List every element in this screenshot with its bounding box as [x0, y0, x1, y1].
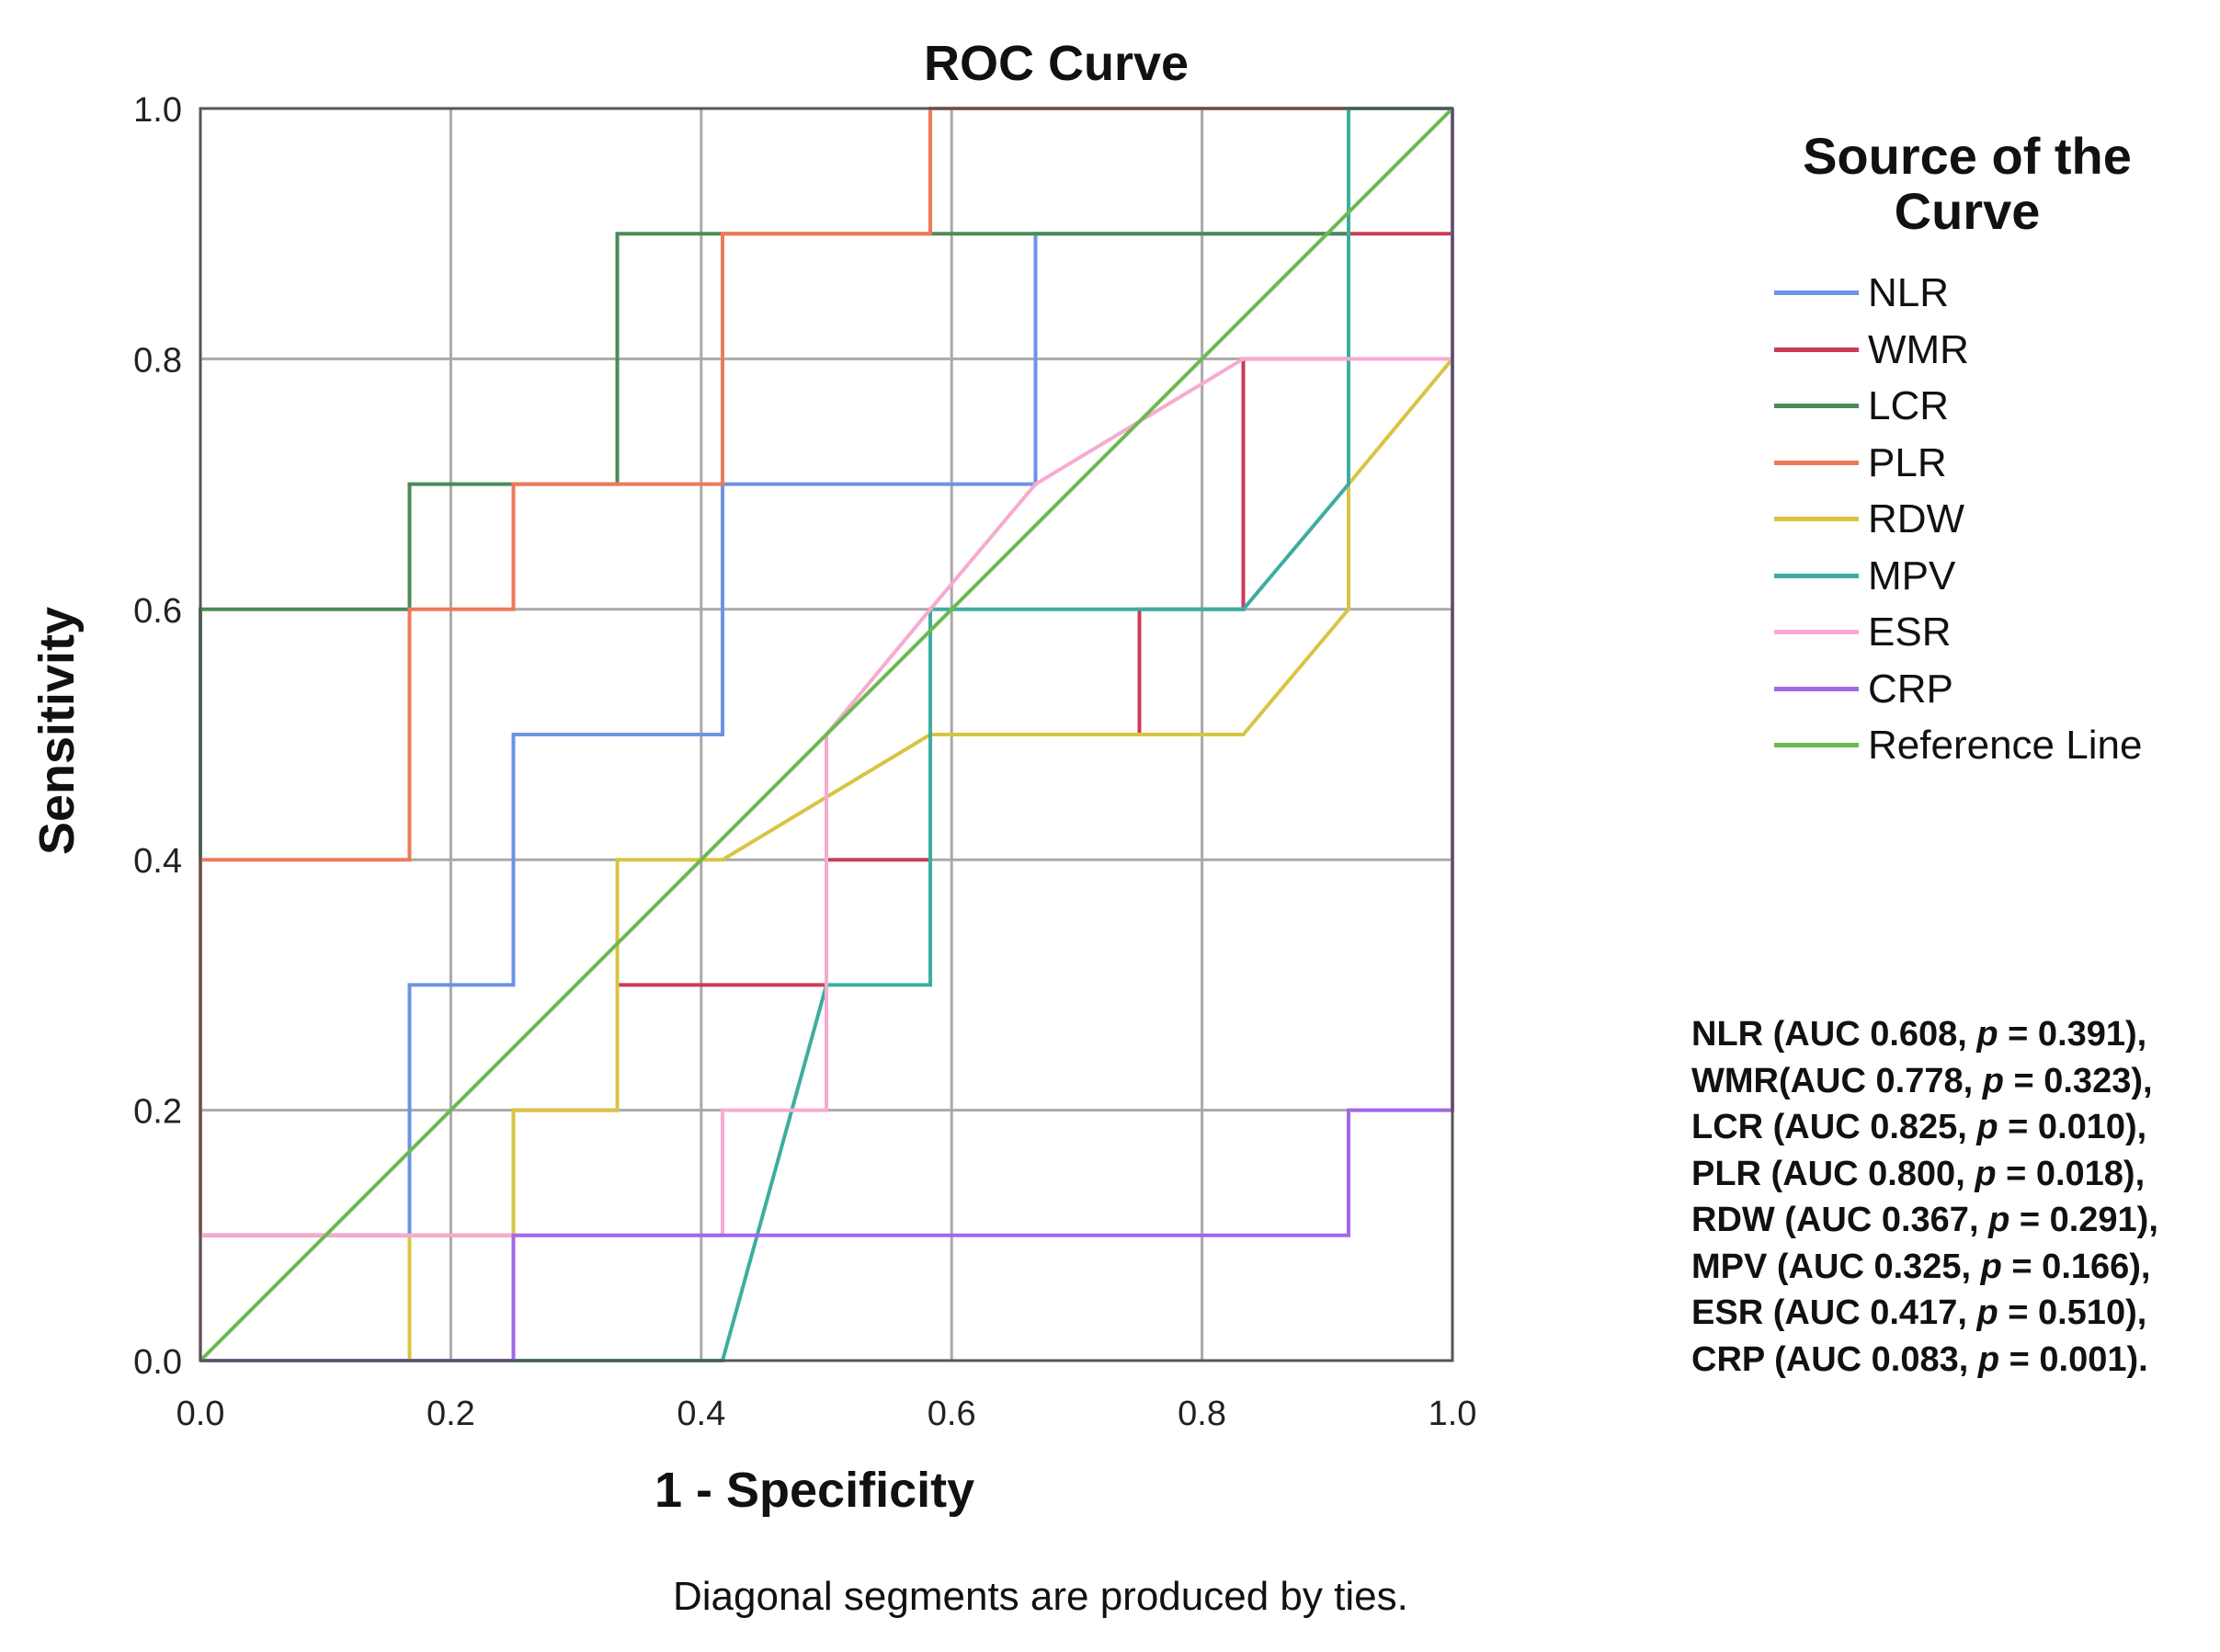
legend-title: Source of the Curve — [1803, 127, 2132, 240]
legend-label: NLR — [1868, 270, 1950, 315]
roc-curves — [199, 107, 1454, 1362]
auc-line: WMR(AUC 0.778, p = 0.323), — [1691, 1061, 2153, 1100]
x-tick-label-2: 0.4 — [677, 1395, 725, 1433]
y-tick-label-3: 0.6 — [133, 592, 182, 631]
legend-label: CRP — [1868, 666, 1953, 712]
legend-swatch — [1774, 630, 1859, 634]
legend-label: WMR — [1868, 326, 1969, 372]
legend-swatch — [1774, 404, 1859, 408]
legend-label: ESR — [1868, 610, 1952, 655]
series-plr-line — [199, 107, 1452, 1361]
chart-title: ROC Curve — [924, 36, 1190, 91]
y-tick-labels: 0.0 0.2 0.4 0.6 0.8 1.0 — [133, 91, 182, 1382]
legend-label: RDW — [1868, 496, 1965, 541]
ties-note: Diagonal segments are produced by ties. — [673, 1574, 1408, 1619]
legend-label: MPV — [1868, 553, 1956, 598]
legend-swatch — [1774, 347, 1859, 352]
x-tick-label-3: 0.6 — [928, 1395, 976, 1433]
y-tick-label-5: 1.0 — [133, 91, 182, 130]
y-tick-label-4: 0.8 — [133, 341, 182, 380]
auc-line: LCR (AUC 0.825, p = 0.010), — [1691, 1108, 2147, 1146]
auc-line: CRP (AUC 0.083, p = 0.001). — [1691, 1339, 2148, 1379]
auc-line: PLR (AUC 0.800, p = 0.018), — [1691, 1154, 2146, 1193]
auc-line: ESR (AUC 0.417, p = 0.510), — [1691, 1293, 2147, 1332]
y-tick-label-0: 0.0 — [133, 1343, 182, 1382]
x-tick-labels: 0.0 0.2 0.4 0.6 0.8 1.0 — [176, 1395, 1477, 1433]
x-axis-label: 1 - Specificity — [655, 1463, 975, 1518]
x-tick-label-5: 1.0 — [1429, 1395, 1477, 1433]
legend-label: Reference Line — [1868, 723, 2143, 768]
auc-line: NLR (AUC 0.608, p = 0.391), — [1691, 1015, 2147, 1054]
legend-swatch — [1774, 686, 1859, 691]
auc-annotation: NLR (AUC 0.608, p = 0.391), WMR(AUC 0.778… — [1691, 1011, 2158, 1383]
legend-swatch — [1774, 517, 1859, 521]
legend-label: LCR — [1868, 383, 1950, 428]
y-tick-label-1: 0.2 — [133, 1093, 182, 1132]
auc-line: MPV (AUC 0.325, p = 0.166), — [1691, 1247, 2151, 1286]
series-reference-line-line — [199, 107, 1454, 1362]
x-tick-label-4: 0.8 — [1178, 1395, 1226, 1433]
legend-swatch — [1774, 291, 1859, 295]
legend-swatch — [1774, 573, 1859, 578]
legend-swatch — [1774, 460, 1859, 465]
auc-line: RDW (AUC 0.367, p = 0.291), — [1691, 1201, 2158, 1239]
plot-frame — [199, 107, 1454, 1362]
x-tick-label-1: 0.2 — [427, 1395, 475, 1433]
legend-swatch — [1774, 743, 1859, 747]
legend-label: PLR — [1868, 439, 1947, 485]
y-axis-label: Sensitivity — [29, 606, 85, 856]
x-tick-label-0: 0.0 — [176, 1395, 225, 1433]
y-tick-label-2: 0.4 — [133, 842, 182, 881]
